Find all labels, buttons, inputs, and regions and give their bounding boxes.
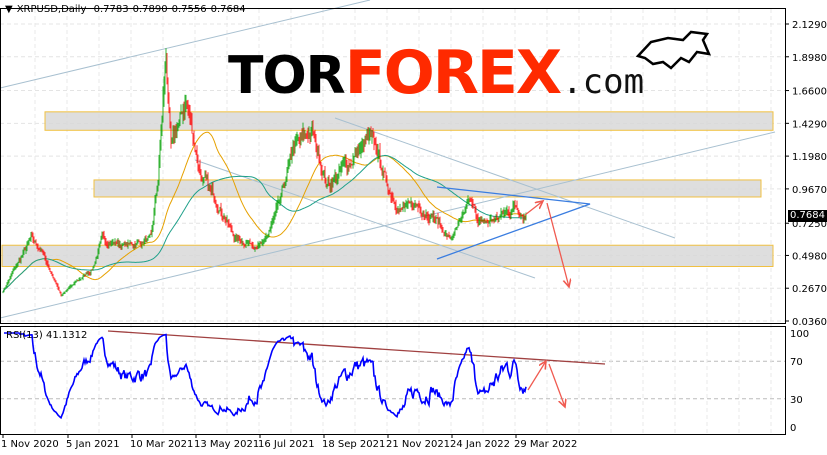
triangle-pattern <box>436 186 591 260</box>
logo-com: .com <box>562 62 645 102</box>
moving-average-100 <box>2 154 527 292</box>
axes: 2.1290 1.8980 1.6600 1.4290 1.1980 0.9670 0.72… <box>1 20 827 450</box>
symbol-label: XRPUSD,Daily <box>16 4 87 15</box>
price-tick-label: 1.1980 <box>792 152 827 163</box>
annotations <box>107 186 606 407</box>
descending-upper-line <box>334 117 676 239</box>
open-value: 0.7783 <box>93 4 129 15</box>
rsi-tick-label: 30 <box>790 395 803 406</box>
moving-average-50 <box>2 131 526 292</box>
price-tick-label: 0.9670 <box>792 185 827 196</box>
price-tick-label: 1.6600 <box>792 87 827 98</box>
date-tick-label: 1 Nov 2020 <box>1 439 59 450</box>
price-zone <box>44 111 774 131</box>
price-zone <box>1 244 774 268</box>
price-tick-label: 1.8980 <box>792 53 827 64</box>
support-resistance-zones <box>1 111 774 268</box>
current-price-tag: 0.7684 <box>788 210 827 222</box>
price-tick-label: 0.7250 <box>792 219 827 230</box>
rsi-label: RSI(13) 41.1312 <box>6 330 88 341</box>
date-tick-label: 10 Mar 2021 <box>130 439 193 450</box>
logo-tor: TOR <box>228 46 346 106</box>
price-tick-label: 2.1290 <box>792 20 827 31</box>
torforex-logo: TORFOREX.com <box>228 30 712 108</box>
collapse-icon[interactable]: ▼ <box>5 4 13 15</box>
price-tick-label: 1.4290 <box>792 119 827 130</box>
arrow-down <box>546 202 569 287</box>
date-tick-label: 16 Jul 2021 <box>258 439 315 450</box>
arrow-up <box>524 201 543 216</box>
rsi-tick-label: 100 <box>790 329 809 340</box>
date-tick-label: 24 Jan 2022 <box>450 439 510 450</box>
rsi-tick-label: 70 <box>790 357 803 368</box>
rsi-tick-label: 0 <box>790 423 796 434</box>
date-tick-label: 29 Mar 2022 <box>514 439 577 450</box>
channel-lower-line <box>0 131 776 319</box>
main-panel-frame <box>0 8 786 324</box>
price-tick-label: 0.4980 <box>792 251 827 262</box>
low-value: 0.7556 <box>171 4 207 15</box>
date-tick-label: 18 Sep 2021 <box>322 439 385 450</box>
date-tick-label: 21 Nov 2021 <box>386 439 450 450</box>
price-zone <box>93 179 762 198</box>
close-value: 0.7684 <box>210 4 246 15</box>
trendlines <box>0 0 776 319</box>
rsi-arrow-down <box>548 363 565 407</box>
moving-averages <box>2 131 527 292</box>
bull-icon <box>635 30 712 70</box>
descending-lower-line <box>194 159 536 279</box>
rsi-arrow-up <box>527 361 546 391</box>
rsi-trendline <box>107 330 606 365</box>
logo-forex: FOREX <box>344 38 562 108</box>
candles <box>2 48 527 297</box>
channel-upper-line <box>0 0 371 89</box>
high-value: 0.7890 <box>132 4 168 15</box>
price-tick-label: 0.2670 <box>792 284 827 295</box>
chart-title: ▼ XRPUSD,Daily 0.7783 0.7890 0.7556 0.7684 <box>5 4 250 15</box>
price-tick-label: 0.0360 <box>792 317 827 328</box>
date-tick-label: 5 Jan 2021 <box>66 439 120 450</box>
rsi-panel-frame <box>0 326 786 435</box>
rsi-series <box>4 332 527 420</box>
date-tick-label: 13 May 2021 <box>194 439 259 450</box>
rsi-line <box>4 332 527 420</box>
